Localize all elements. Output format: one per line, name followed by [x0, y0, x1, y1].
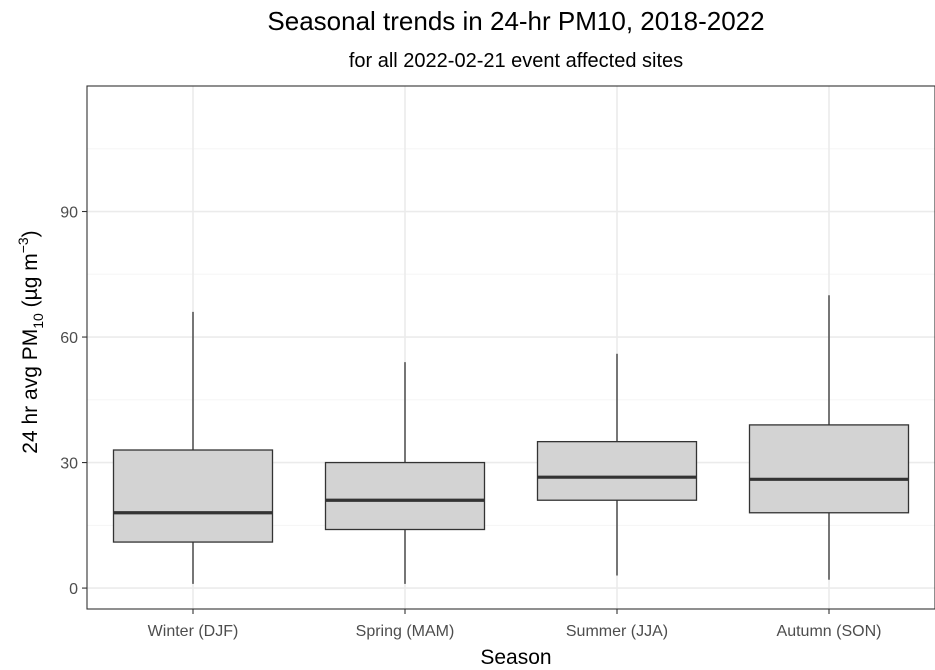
- box-4: [748, 295, 910, 580]
- box-iqr: [112, 449, 274, 543]
- x-tick-label: Autumn (SON): [777, 623, 882, 640]
- chart-subtitle: for all 2022-02-21 event affected sites: [349, 50, 683, 72]
- y-axis-title-units-close: ): [19, 230, 42, 237]
- y-tick-label: 60: [60, 330, 78, 347]
- y-tick-label: 30: [60, 456, 78, 473]
- y-axis-title: 24 hr avg PM10 (µg m−3): [15, 230, 46, 453]
- y-axis-title-prefix: 24 hr avg PM: [19, 329, 42, 454]
- box-iqr: [748, 424, 910, 514]
- y-tick-label: 0: [69, 581, 78, 598]
- axis-ticks: 0 30 60 90 Winter (DJF) Spring (MAM) Summer (J…: [60, 205, 881, 640]
- y-tick-label: 90: [60, 205, 78, 222]
- x-tick-label: Spring (MAM): [356, 623, 455, 640]
- chart-title: Seasonal trends in 24-hr PM10, 2018-2022: [267, 6, 764, 36]
- x-tick-label: Summer (JJA): [566, 623, 668, 640]
- x-tick-label: Winter (DJF): [148, 623, 239, 640]
- x-axis-title: Season: [480, 646, 551, 669]
- box-plot-series: [112, 295, 910, 584]
- y-axis-title-subscript: 10: [30, 313, 46, 329]
- y-axis-title-superscript: −3: [15, 237, 31, 253]
- box-1: [112, 311, 274, 584]
- box-3: [536, 353, 698, 576]
- box-iqr: [324, 461, 486, 531]
- panel-border: [86, 85, 935, 610]
- box-iqr: [536, 440, 698, 501]
- y-axis-title-units: (µg m: [19, 253, 42, 313]
- box-2: [324, 362, 486, 584]
